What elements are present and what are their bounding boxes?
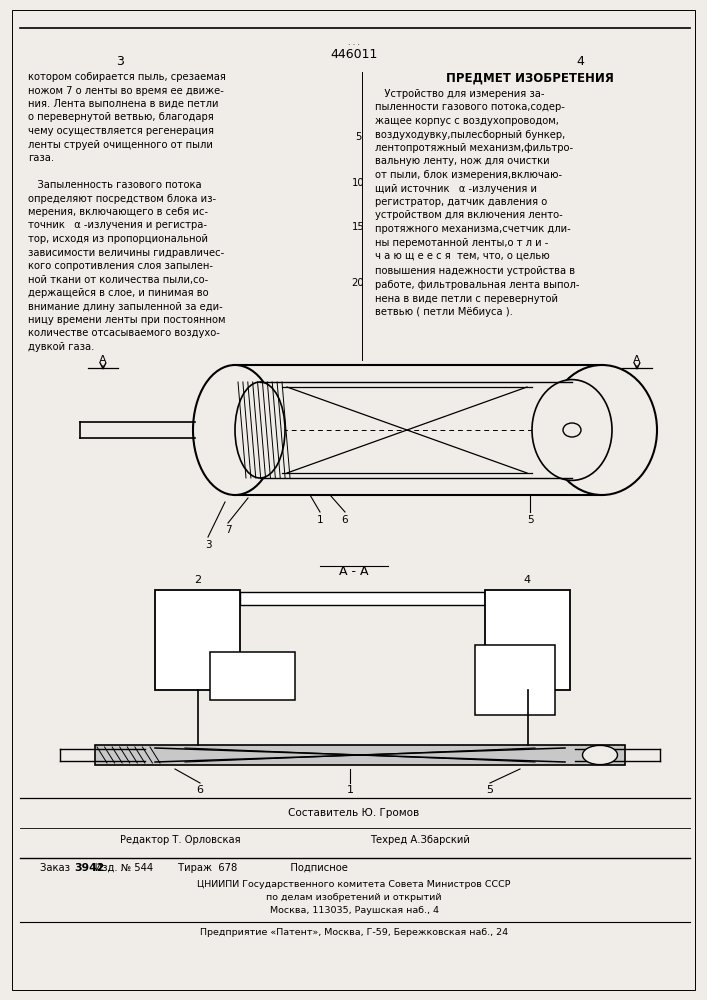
Text: Редактор Т. Орловская: Редактор Т. Орловская (120, 835, 240, 845)
Text: Составитель Ю. Громов: Составитель Ю. Громов (288, 808, 420, 818)
Text: жащее корпус с воздухопроводом,: жащее корпус с воздухопроводом, (375, 116, 559, 126)
Text: зависимости величины гидравличес-: зависимости величины гидравличес- (28, 247, 224, 257)
Text: протяжного механизма,счетчик дли-: протяжного механизма,счетчик дли- (375, 224, 571, 234)
Bar (155, 590, 240, 690)
Text: ния. Лента выполнена в виде петли: ния. Лента выполнена в виде петли (28, 99, 218, 109)
Text: 446011: 446011 (330, 48, 378, 61)
Text: Техред А.Збарский: Техред А.Збарский (370, 835, 470, 845)
Text: ной ткани от количества пыли,со-: ной ткани от количества пыли,со- (28, 274, 209, 284)
Text: ницу времени ленты при постоянном: ницу времени ленты при постоянном (28, 315, 226, 325)
Text: Устройство для измерения за-: Устройство для измерения за- (375, 89, 544, 99)
Text: Заказ: Заказ (40, 863, 73, 873)
Text: газа.: газа. (28, 153, 54, 163)
Bar (475, 645, 555, 715)
Text: тор, исходя из пропорциональной: тор, исходя из пропорциональной (28, 234, 208, 244)
Text: держащейся в слое, и пинимая во: держащейся в слое, и пинимая во (28, 288, 209, 298)
Text: 6: 6 (197, 785, 204, 795)
Text: от пыли, блок измерения,включаю-: от пыли, блок измерения,включаю- (375, 170, 562, 180)
Text: 5: 5 (486, 785, 493, 795)
Text: количестве отсасываемого воздухо-: количестве отсасываемого воздухо- (28, 328, 220, 338)
Bar (210, 652, 295, 700)
Text: 5: 5 (527, 515, 533, 525)
Text: 3: 3 (205, 540, 211, 550)
Text: регистратор, датчик давления о: регистратор, датчик давления о (375, 197, 547, 207)
Text: повышения надежности устройства в: повышения надежности устройства в (375, 266, 575, 276)
Text: кого сопротивления слоя запылен-: кого сопротивления слоя запылен- (28, 261, 213, 271)
Text: ПРЕДМЕТ ИЗОБРЕТЕНИЯ: ПРЕДМЕТ ИЗОБРЕТЕНИЯ (446, 72, 614, 85)
Text: Запыленность газового потока: Запыленность газового потока (28, 180, 201, 190)
Text: 10: 10 (351, 178, 364, 188)
Text: 2: 2 (194, 575, 201, 585)
Text: определяют посредством блока из-: определяют посредством блока из- (28, 194, 216, 204)
Text: A: A (633, 355, 641, 365)
Text: А - А: А - А (339, 565, 369, 578)
Text: 3: 3 (116, 55, 124, 68)
Text: точник   α -излучения и регистра-: точник α -излучения и регистра- (28, 221, 207, 231)
Bar (485, 590, 570, 690)
Text: мерения, включающего в себя ис-: мерения, включающего в себя ис- (28, 207, 208, 217)
Ellipse shape (235, 382, 285, 478)
Text: 5: 5 (355, 132, 361, 142)
Text: вальную ленту, нож для очистки: вальную ленту, нож для очистки (375, 156, 549, 166)
Text: ленты струей очищенного от пыли: ленты струей очищенного от пыли (28, 139, 213, 149)
Text: 8: 8 (249, 671, 256, 681)
Ellipse shape (532, 380, 612, 480)
Text: ножом 7 о ленты во время ее движе-: ножом 7 о ленты во время ее движе- (28, 86, 224, 96)
Text: Изд. № 544        Тираж  678                 Подписное: Изд. № 544 Тираж 678 Подписное (79, 863, 348, 873)
Text: 1: 1 (317, 515, 323, 525)
Text: нена в виде петли с перевернутой: нена в виде петли с перевернутой (375, 294, 558, 304)
Text: 7: 7 (225, 525, 231, 535)
Text: 1: 1 (346, 785, 354, 795)
Text: по делам изобретений и открытий: по делам изобретений и открытий (267, 893, 442, 902)
Ellipse shape (193, 365, 277, 495)
Text: работе, фильтровальная лента выпол-: работе, фильтровальная лента выпол- (375, 280, 580, 290)
Text: чему осуществляется регенерация: чему осуществляется регенерация (28, 126, 214, 136)
Text: ветвью ( петли Мёбиуса ).: ветвью ( петли Мёбиуса ). (375, 307, 513, 317)
Text: 20: 20 (351, 278, 364, 288)
Ellipse shape (547, 365, 657, 495)
Text: 9: 9 (559, 675, 566, 685)
Bar (240, 592, 485, 605)
Text: A: A (99, 355, 107, 365)
Text: лентопротяжный механизм,фильтро-: лентопротяжный механизм,фильтро- (375, 143, 573, 153)
Bar (95, 745, 625, 765)
Text: котором собирается пыль, срезаемая: котором собирается пыль, срезаемая (28, 72, 226, 82)
Text: 4: 4 (524, 575, 531, 585)
Text: 6: 6 (341, 515, 349, 525)
Ellipse shape (563, 423, 581, 437)
Text: щий источник   α -излучения и: щий источник α -излучения и (375, 184, 537, 194)
Text: о перевернутой ветвью, благодаря: о перевернутой ветвью, благодаря (28, 112, 214, 122)
Text: 3942: 3942 (74, 863, 105, 873)
Text: воздуходувку,пылесборный бункер,: воздуходувку,пылесборный бункер, (375, 129, 566, 139)
Text: пыленности газового потока,содер-: пыленности газового потока,содер- (375, 103, 565, 112)
Text: ЦНИИПИ Государственного комитета Совета Министров СССР: ЦНИИПИ Государственного комитета Совета … (197, 880, 510, 889)
Text: внимание длину запыленной за еди-: внимание длину запыленной за еди- (28, 302, 223, 312)
Text: устройством для включения ленто-: устройством для включения ленто- (375, 211, 563, 221)
Ellipse shape (583, 745, 617, 765)
Text: ны перемотанной ленты,о т л и -: ны перемотанной ленты,о т л и - (375, 237, 549, 247)
Text: ч а ю щ е е с я  тем, что, о целью: ч а ю щ е е с я тем, что, о целью (375, 251, 550, 261)
Text: . . .: . . . (348, 38, 360, 47)
Text: Предприятие «Патент», Москва, Г-59, Бережковская наб., 24: Предприятие «Патент», Москва, Г-59, Бере… (200, 928, 508, 937)
Text: 15: 15 (351, 223, 364, 232)
Text: 4: 4 (576, 55, 584, 68)
Text: Москва, 113035, Раушская наб., 4: Москва, 113035, Раушская наб., 4 (269, 906, 438, 915)
Text: дувкой газа.: дувкой газа. (28, 342, 94, 352)
